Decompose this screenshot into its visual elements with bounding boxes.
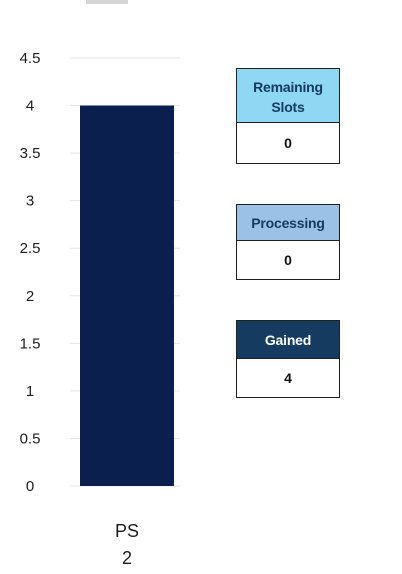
y-tick-label: 2.5 <box>20 240 41 257</box>
y-tick-label: 0.5 <box>20 430 41 447</box>
gained-box: Gained 4 <box>236 320 340 398</box>
y-tick-label: 3.5 <box>20 145 41 162</box>
y-tick-label: 2 <box>26 288 34 305</box>
processing-label: Processing <box>237 205 339 241</box>
gained-value: 4 <box>284 370 292 386</box>
y-tick-label: 4.5 <box>20 50 41 67</box>
y-tick-label: 3 <box>26 193 34 210</box>
processing-value: 0 <box>284 252 292 268</box>
bars <box>80 105 174 487</box>
x-category-label: 2 <box>122 548 132 568</box>
bar <box>80 105 174 487</box>
remaining-slots-box: Remaining Slots 0 <box>236 68 340 164</box>
remaining-slots-value: 0 <box>284 135 292 151</box>
remaining-slots-label: Remaining Slots <box>237 69 339 123</box>
y-tick-label: 0 <box>26 478 34 495</box>
y-axis-ticks: 0 0.5 1 1.5 2 2.5 3 3.5 4 4.5 <box>20 50 41 495</box>
y-tick-label: 1.5 <box>20 335 41 352</box>
x-axis-labels: PS 2 <box>115 521 139 568</box>
gained-label: Gained <box>237 321 339 359</box>
processing-box: Processing 0 <box>236 204 340 280</box>
x-category-label: PS <box>115 521 139 541</box>
y-tick-label: 1 <box>26 383 34 400</box>
y-tick-label: 4 <box>26 98 34 115</box>
top-cut-mark <box>86 0 128 4</box>
